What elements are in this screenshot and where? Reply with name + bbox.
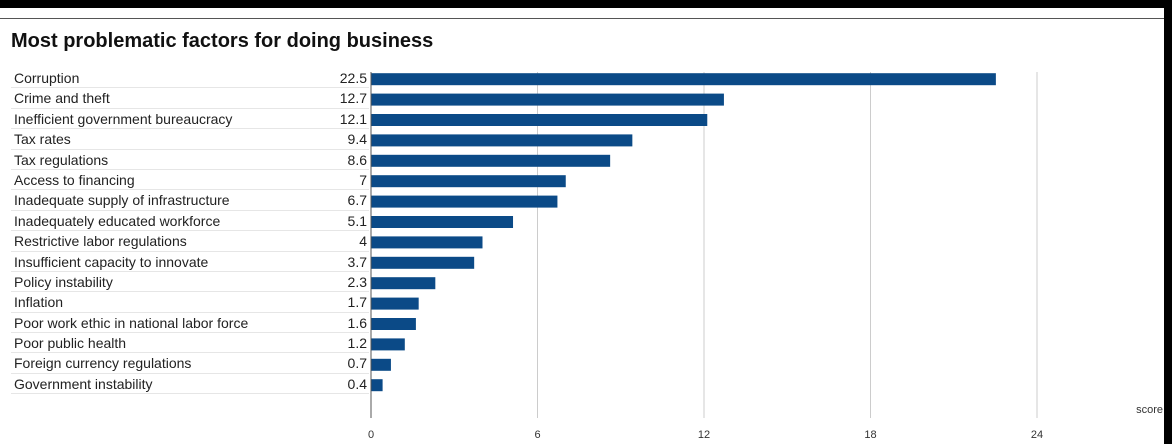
bar [371,318,416,330]
factor-value: 9.4 [347,131,367,148]
factor-label: Inadequate supply of infrastructure [14,192,230,209]
factor-value: 1.2 [347,335,367,352]
factor-row: Foreign currency regulations 0.7 [11,353,369,374]
factor-row: Inadequate supply of infrastructure 6.7 [11,190,369,211]
factor-row: Inadequately educated workforce 5.1 [11,211,369,232]
x-tick-label: 12 [698,429,710,441]
factor-value: 7 [359,171,367,188]
top-rule [0,18,1164,19]
factor-row: Policy instability 2.3 [11,272,369,293]
x-tick-label: 6 [534,429,540,441]
factor-row: Crime and theft 12.7 [11,88,369,109]
factor-row: Tax rates 9.4 [11,129,369,150]
bar [371,154,611,167]
chart-card: Most problematic factors for doing busin… [0,8,1164,444]
bar [371,256,475,269]
factor-row: Corruption 22.5 [11,68,369,89]
factor-label: Crime and theft [14,90,110,107]
factor-row: Inefficient government bureaucracy 12.1 [11,109,369,130]
factor-row: Insufficient capacity to innovate 3.7 [11,252,369,272]
bar [371,134,633,147]
x-tick-label: 0 [368,429,374,441]
factor-value: 6.7 [347,192,367,209]
factor-label: Tax regulations [14,151,109,168]
factor-label: Tax rates [14,131,71,148]
factor-label: Government instability [14,375,153,392]
factor-row: Access to financing 7 [11,170,369,191]
factor-value: 1.6 [347,314,367,331]
factor-value: 0.7 [347,355,367,372]
factor-row: Restrictive labor regulations 4 [11,231,369,252]
factor-label: Policy instability [14,273,113,290]
factor-row: Poor public health 1.2 [11,333,369,354]
factor-value: 3.7 [347,253,367,270]
bar [371,236,483,249]
bar-plot: 0 6 12 18 24 score [368,72,1163,441]
x-axis-title: score [1136,404,1163,416]
factor-label: Inflation [14,294,64,311]
bar [371,216,514,228]
bar [371,358,391,371]
factor-label: Foreign currency regulations [14,355,192,372]
factor-value: 22.5 [339,70,367,86]
bar [371,379,383,392]
factor-value: 12.1 [339,110,367,127]
bar [371,175,566,188]
factor-value: 1.7 [347,294,367,311]
factor-row: Poor work ethic in national labor force 1… [11,313,369,334]
factor-value: 12.7 [339,90,367,107]
bar [371,195,558,208]
bar [371,277,436,290]
factor-value: 4 [359,233,367,250]
factor-row: Government instability 0.4 [11,374,369,395]
factor-label: Inadequately educated workforce [14,212,221,229]
x-tick-label: 24 [1031,429,1043,441]
factor-row: Inflation 1.7 [11,292,369,313]
bar [371,114,708,126]
factor-value: 5.1 [347,212,367,229]
bar [371,338,405,351]
factor-label: Inefficient government bureaucracy [14,110,233,127]
bar [371,93,724,106]
chart-title: Most problematic factors for doing busin… [11,30,434,52]
factor-label: Insufficient capacity to innovate [14,253,209,270]
factor-table: Corruption 22.5 Crime and theft 12.7 Ineffic… [11,68,369,395]
factor-row: Tax regulations 8.6 [11,150,369,170]
x-tick-label: 18 [864,429,876,441]
factor-label: Poor work ethic in national labor force [14,314,249,331]
factor-value: 8.6 [347,151,367,168]
factor-label: Corruption [14,70,80,86]
factor-label: Access to financing [14,171,135,188]
factor-value: 2.3 [347,273,367,290]
factor-value: 0.4 [347,375,367,392]
factor-label: Restrictive labor regulations [14,233,187,250]
bar [371,297,419,310]
bar [371,73,996,86]
factor-label: Poor public health [14,335,127,352]
